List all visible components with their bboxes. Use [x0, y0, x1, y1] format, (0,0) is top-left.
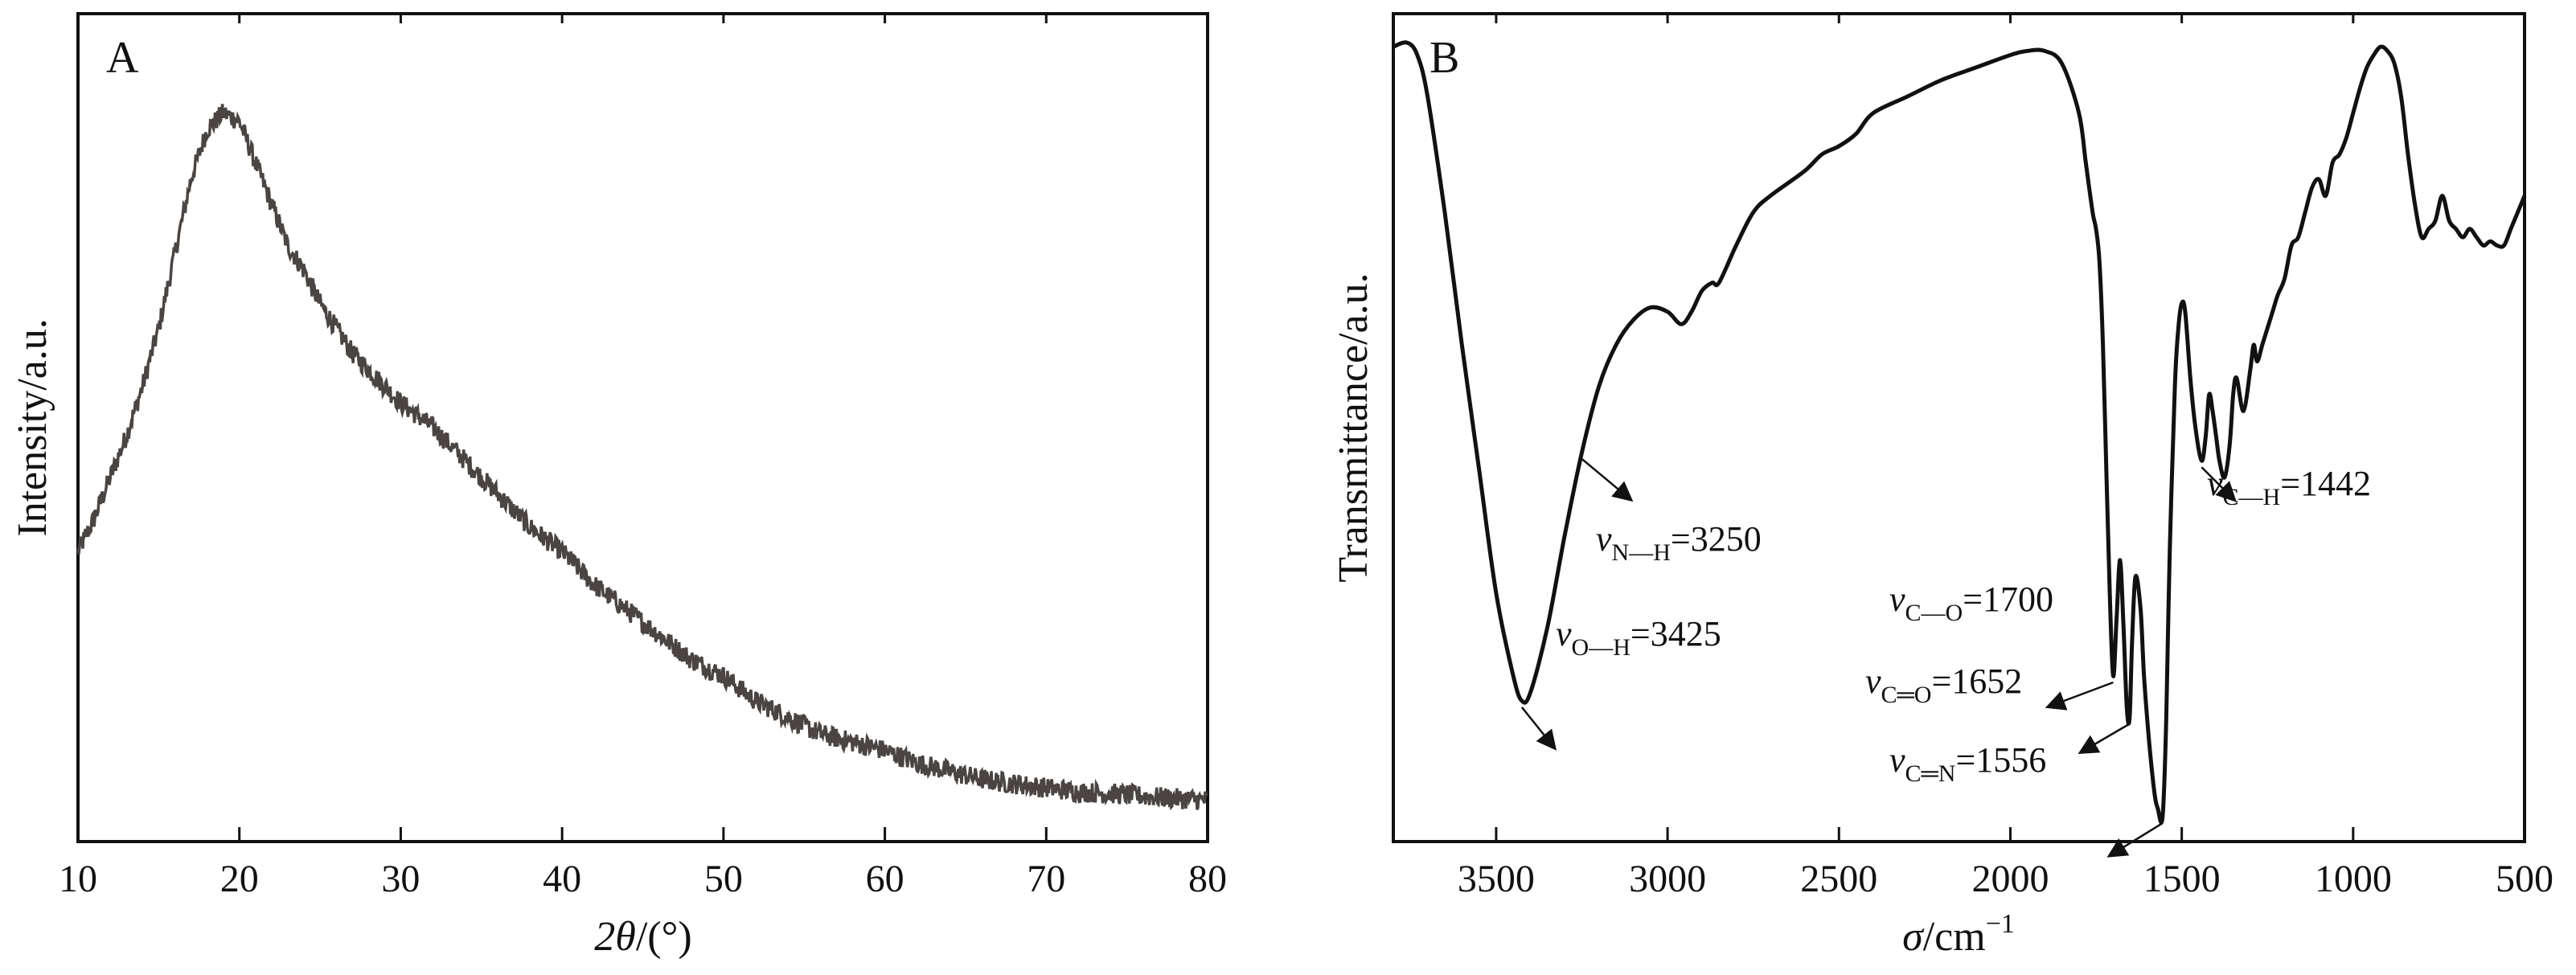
panel-a-x-tick-label: 10 — [59, 858, 97, 900]
panel-a-x-axis-label: 2θ/(°) — [594, 914, 691, 960]
annotation-symbol: v — [1889, 580, 1905, 619]
panel-a-x-tick-label: 70 — [1027, 858, 1065, 900]
panel-a-plot-frame — [76, 12, 1209, 843]
annotation-subscript: O—H — [1572, 634, 1631, 661]
annotation-value: =1700 — [1963, 580, 2053, 619]
panel-a-xrd-chart: A Intensity/a.u. 2θ/(°) 10 20 30 40 50 60 70 80 — [10, 12, 1227, 960]
panel-b-series — [1393, 40, 2527, 825]
annotation-label: vC—H=1442 — [2207, 464, 2371, 510]
panel-b-x-tick-label: 1500 — [2143, 858, 2221, 900]
annotation-symbol: v — [1556, 614, 1572, 653]
panel-b-x-axis-sup: −1 — [1986, 909, 2015, 939]
annotation-value: =3425 — [1631, 614, 1721, 653]
panel-a-letter: A — [106, 33, 139, 83]
annotation-arrow — [1520, 707, 1557, 751]
panel-a-series-line — [76, 104, 1208, 811]
panel-b-x-tick-label: 2500 — [1800, 858, 1877, 900]
panel-a-x-axis-var: 2θ — [594, 914, 636, 960]
annotation-symbol: v — [1889, 740, 1905, 780]
panel-a-x-tick-label: 20 — [220, 858, 259, 900]
annotation-symbol: v — [1865, 662, 1881, 701]
panel-b-x-axis-var: σ — [1902, 914, 1925, 960]
annotation-arrow — [2045, 681, 2114, 711]
annotation-label: vC═O=1652 — [1865, 662, 2022, 708]
annotation-label: vC═N=1556 — [1889, 740, 2046, 787]
annotation-label: vC—O=1700 — [1889, 580, 2053, 626]
annotation-subscript: N—H — [1612, 539, 1671, 566]
panel-b-x-tick-label: 3000 — [1629, 858, 1706, 900]
panel-b-annotations: vO—H=3425vN—H=3250vC—O=1700vC═O=1652vC═N… — [1520, 457, 2371, 858]
panel-b-letter: B — [1430, 33, 1459, 83]
panel-b-x-tick-label: 1000 — [2315, 858, 2392, 900]
panel-a-x-tick-label: 80 — [1188, 858, 1227, 900]
panel-b-y-axis-label: Transmittance/a.u. — [1331, 272, 1376, 582]
annotation-value: =3250 — [1671, 519, 1762, 559]
panel-b-x-tick-label: 3500 — [1458, 858, 1535, 900]
panel-a-x-tick-label: 40 — [543, 858, 581, 900]
annotation-arrow — [2106, 822, 2164, 858]
panel-b-ticks: 3500 3000 2500 2000 1500 1000 500 — [1458, 14, 2553, 900]
panel-b-series-line — [1393, 40, 2527, 825]
panel-a-x-tick-label: 60 — [866, 858, 904, 900]
annotation-arrow — [1581, 457, 1634, 502]
annotation-subscript: C—O — [1905, 600, 1963, 626]
annotation-symbol: v — [2207, 464, 2223, 503]
panel-b-x-axis-label: σ/cm−1 — [1902, 909, 2015, 960]
annotation-arrow — [2201, 466, 2237, 502]
panel-a-ticks: 10 20 30 40 50 60 70 80 — [59, 14, 1227, 900]
annotation-label: vO—H=3425 — [1556, 614, 1721, 661]
panel-a-y-axis-label: Intensity/a.u. — [10, 318, 55, 537]
annotation-arrow — [2078, 723, 2131, 755]
panel-b-x-axis-unit: /cm — [1923, 914, 1986, 960]
annotation-value: =1652 — [1931, 662, 2022, 701]
panel-a-series — [76, 104, 1208, 811]
panel-a-x-axis-unit: /(°) — [636, 914, 692, 960]
annotation-symbol: v — [1596, 519, 1612, 559]
annotation-subscript: C═O — [1881, 682, 1932, 708]
panel-b-plot-frame — [1392, 12, 2526, 843]
annotation-subscript: C═N — [1905, 760, 1956, 787]
panel-b-ftir-chart: B Transmittance/a.u. σ/cm−1 3500 3000 2500… — [1331, 12, 2553, 960]
annotation-label: vN—H=3250 — [1596, 519, 1762, 566]
annotation-value: =1556 — [1955, 740, 2046, 780]
panel-a-x-tick-label: 30 — [381, 858, 420, 900]
panel-b-x-tick-label: 500 — [2496, 858, 2553, 900]
annotation-subscript: C—H — [2223, 484, 2281, 510]
annotation-value: =1442 — [2280, 464, 2371, 503]
panel-a-x-tick-label: 50 — [704, 858, 743, 900]
panel-b-x-tick-label: 2000 — [1971, 858, 2049, 900]
